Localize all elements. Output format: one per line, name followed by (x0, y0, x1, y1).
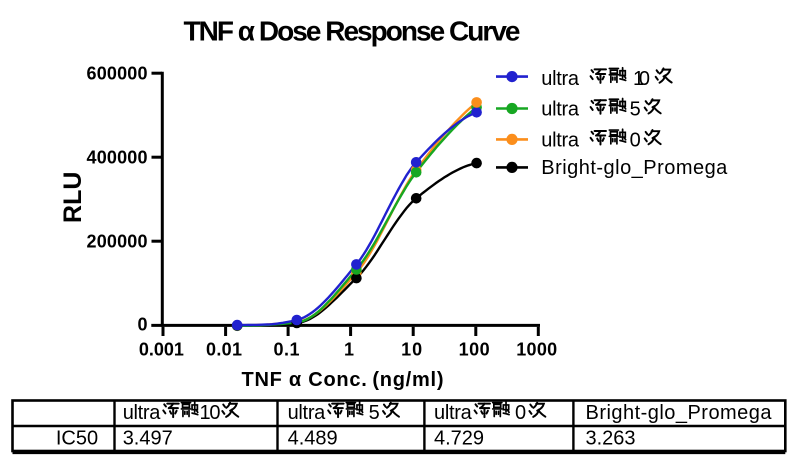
svg-text:1: 1 (344, 340, 354, 360)
svg-text:Bright-glo_Promega: Bright-glo_Promega (586, 402, 773, 424)
svg-text:ultra: ultra (541, 68, 580, 90)
svg-text:1000: 1000 (516, 340, 557, 360)
svg-text:4.489: 4.489 (288, 428, 338, 450)
svg-text:10: 10 (401, 340, 422, 360)
svg-text:ultra: ultra (541, 99, 580, 121)
svg-text:ultra: ultra (434, 402, 473, 424)
svg-text:3.497: 3.497 (123, 428, 173, 450)
svg-text:0.01: 0.01 (206, 340, 242, 360)
svg-text:200000: 200000 (87, 232, 148, 252)
svg-text:600000: 600000 (87, 64, 148, 84)
svg-text:ultra: ultra (288, 402, 327, 424)
svg-text:3.263: 3.263 (586, 428, 636, 450)
svg-text:TNF α Dose Response Curve: TNF α Dose Response Curve (184, 16, 521, 47)
svg-text:0.1: 0.1 (274, 340, 300, 360)
svg-text:TNF α Conc. (ng/ml): TNF α Conc. (ng/ml) (242, 369, 444, 391)
svg-text:5: 5 (630, 99, 641, 121)
svg-text:IC50: IC50 (56, 428, 98, 450)
svg-text:0: 0 (515, 402, 526, 424)
svg-text:Bright-glo_Promega: Bright-glo_Promega (541, 157, 728, 179)
svg-text:0: 0 (630, 129, 641, 151)
svg-text:ultra: ultra (123, 402, 162, 424)
svg-text:RLU: RLU (59, 172, 87, 223)
svg-text:0.001: 0.001 (139, 340, 184, 360)
svg-text:100: 100 (459, 340, 490, 360)
svg-text:10: 10 (200, 402, 221, 424)
svg-text:5: 5 (369, 402, 380, 424)
svg-text:400000: 400000 (87, 148, 148, 168)
svg-text:0: 0 (137, 314, 147, 334)
svg-text:10: 10 (633, 68, 650, 90)
svg-text:ultra: ultra (541, 129, 580, 151)
svg-text:4.729: 4.729 (434, 428, 484, 450)
